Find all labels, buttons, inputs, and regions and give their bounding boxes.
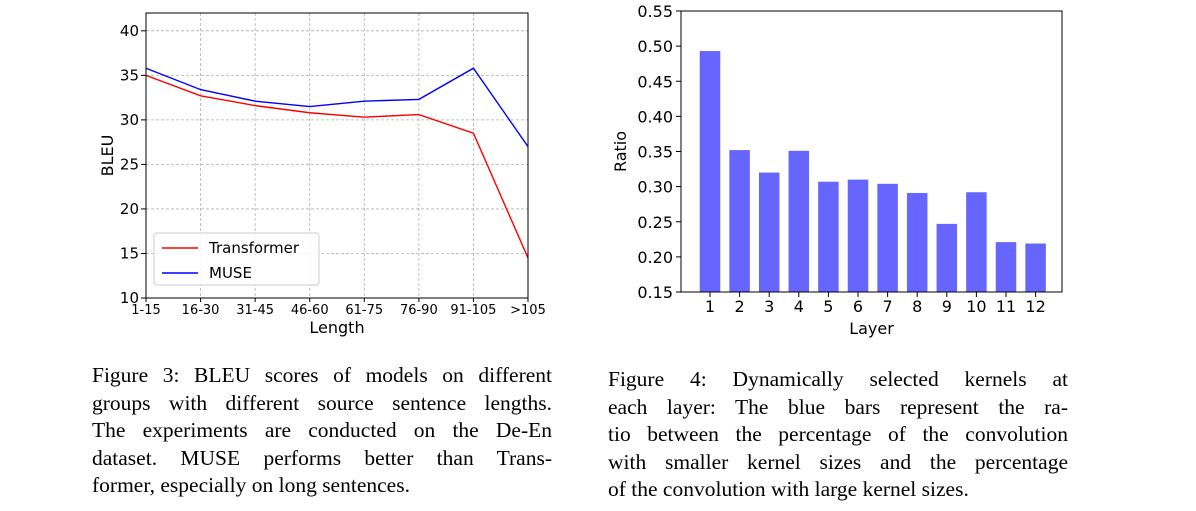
series-line-muse <box>145 67 529 147</box>
caption-line: groups with different source sentence le… <box>92 390 552 415</box>
x-tick-label: 10 <box>966 297 986 316</box>
x-tick-label: 76-90 <box>400 303 438 318</box>
bar-layer-6 <box>847 179 869 292</box>
x-tick-label: 11 <box>996 297 1016 316</box>
x-tick-label: 91-105 <box>450 303 496 318</box>
x-tick-label: 16-30 <box>182 303 220 318</box>
caption-line: tio between the percentage of the convol… <box>608 422 1068 446</box>
caption-line: with smaller kernel sizes and the percen… <box>608 449 1068 474</box>
y-tick-label: 0.15 <box>637 283 673 302</box>
legend-box <box>153 232 320 286</box>
x-tick-label: 5 <box>823 297 833 316</box>
x-tick-label: >105 <box>510 303 546 318</box>
bar-layer-11 <box>995 242 1017 292</box>
x-tick-label: 8 <box>912 297 922 316</box>
y-tick-label: 0.40 <box>637 107 673 126</box>
y-axis-title: Ratio <box>611 131 630 172</box>
bar-layer-8 <box>906 192 928 292</box>
bar-layer-2 <box>729 150 750 292</box>
legend-label-transformer: Transformer <box>208 239 300 257</box>
x-tick-label: 4 <box>794 297 804 316</box>
figure-3-caption: Figure 3: BLEU scores of models on diffe… <box>92 362 552 500</box>
ratio-bar-chart: 0.150.200.250.300.350.400.450.500.551 2 3 4… <box>611 2 1063 338</box>
y-tick-label: 0.50 <box>637 37 673 56</box>
caption-line: dataset. MUSE performs better than Trans… <box>92 445 552 470</box>
bar-layer-5 <box>818 181 839 292</box>
caption-line: former, especially on long sentences. <box>92 473 410 497</box>
y-axis-title: BLEU <box>98 135 117 177</box>
x-tick-label: 7 <box>883 297 893 316</box>
x-axis-title: Length <box>309 318 364 337</box>
bar-layer-12 <box>1025 243 1046 292</box>
bar-layer-1 <box>699 51 721 293</box>
legend: Transformer MUSE <box>153 232 320 286</box>
y-tick-label: 25 <box>120 155 139 173</box>
y-tick-label: 20 <box>120 200 139 218</box>
x-tick-label: 61-75 <box>345 303 383 318</box>
y-tick-label: 0.35 <box>637 143 673 162</box>
y-tick-label: 10 <box>120 289 139 307</box>
bar-layer-10 <box>966 192 987 292</box>
bar-layer-9 <box>936 223 958 292</box>
x-tick-label: 31-45 <box>236 303 274 318</box>
x-tick-label: 9 <box>942 297 952 316</box>
caption-line: Figure 3: BLEU scores of models on diffe… <box>92 363 552 387</box>
y-tick-label: 0.45 <box>637 72 673 91</box>
y-tick-label: 0.55 <box>637 2 673 21</box>
y-tick-label: 0.30 <box>637 178 673 197</box>
caption-line: of the convolution with large kernel siz… <box>608 477 969 501</box>
series-line-transformer <box>145 74 529 259</box>
y-tick-label: 15 <box>120 244 139 262</box>
y-tick-label: 0.25 <box>637 213 673 232</box>
bar-layer-7 <box>877 183 898 292</box>
y-tick-label: 40 <box>120 22 139 40</box>
bar-layer-3 <box>758 172 780 292</box>
x-axis-title: Layer <box>849 319 894 338</box>
x-tick-label: 1 <box>705 297 715 316</box>
caption-line: Figure 4: Dynamically selected kernels a… <box>608 367 1068 391</box>
y-tick-label: 0.20 <box>637 248 673 267</box>
x-tick-label: 2 <box>735 297 745 316</box>
x-tick-label: 46-60 <box>291 303 329 318</box>
bleu-line-chart: 10 15 20 25 30 35 40 1-15 16-30 31-45 46-60 61-75 76… <box>98 12 546 337</box>
y-tick-label: 30 <box>120 111 139 129</box>
x-tick-label: 3 <box>764 297 774 316</box>
x-tick-label: 1-15 <box>131 303 161 318</box>
bar-layer-4 <box>788 150 810 292</box>
x-tick-label: 6 <box>853 297 863 316</box>
y-tick-label: 35 <box>120 66 139 84</box>
x-tick-label: 12 <box>1025 297 1045 316</box>
caption-line: each layer: The blue bars represent the … <box>608 394 1068 419</box>
caption-line: The experiments are conducted on the De-… <box>92 418 552 442</box>
figure-4-caption: Figure 4: Dynamically selected kernels a… <box>608 366 1068 504</box>
legend-label-muse: MUSE <box>209 264 252 282</box>
plot-frame <box>145 12 529 299</box>
